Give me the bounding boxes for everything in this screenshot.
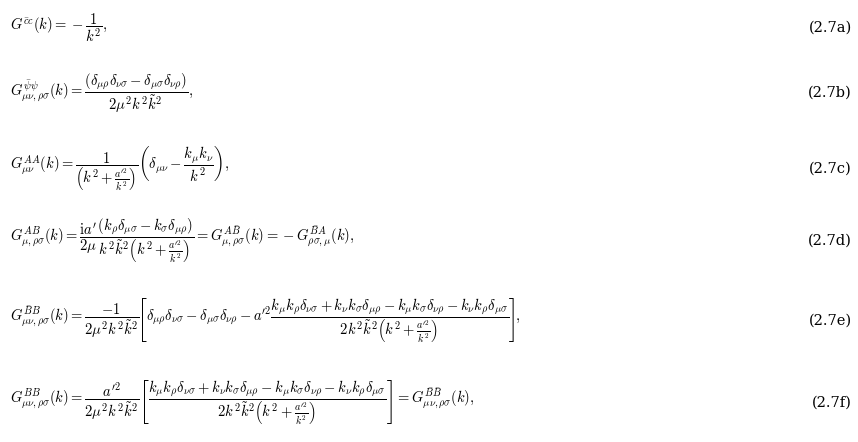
Text: $G^{AA}_{\mu\nu}(k) = \dfrac{1}{\left(k^2 + \frac{a^{\prime 2}}{k^2}\right)} \le: $G^{AA}_{\mu\nu}(k) = \dfrac{1}{\left(k^… (10, 145, 230, 193)
Text: $G^{AB}_{\mu,\rho\sigma}(k) = \dfrac{\mathrm{i}a^{\prime}}{2\mu} \dfrac{(k_\rho : $G^{AB}_{\mu,\rho\sigma}(k) = \dfrac{\ma… (10, 217, 355, 265)
Text: (2.7f): (2.7f) (813, 395, 852, 409)
Text: (2.7e): (2.7e) (809, 313, 852, 328)
Text: $G^{\bar{\psi}\psi}_{\mu\nu,\rho\sigma}(k) = \dfrac{(\delta_{\mu\rho}\delta_{\nu: $G^{\bar{\psi}\psi}_{\mu\nu,\rho\sigma}(… (10, 71, 194, 114)
Text: (2.7b): (2.7b) (808, 86, 852, 100)
Text: $G^{\bar{B}B}_{\mu\nu,\rho\sigma}(k) = \dfrac{-1}{2\mu^2 k^2 \tilde{k}^2} \!\lef: $G^{\bar{B}B}_{\mu\nu,\rho\sigma}(k) = \… (10, 296, 521, 345)
Text: (2.7a): (2.7a) (809, 20, 852, 34)
Text: (2.7c): (2.7c) (809, 162, 852, 176)
Text: $G^{BB}_{\mu\nu,\rho\sigma}(k) = \dfrac{a^{\prime 2}}{2\mu^2 k^2 \tilde{k}^2} \l: $G^{BB}_{\mu\nu,\rho\sigma}(k) = \dfrac{… (10, 378, 475, 427)
Text: (2.7d): (2.7d) (808, 234, 852, 248)
Text: $G^{\bar{c}c}(k) = -\dfrac{1}{k^2},$: $G^{\bar{c}c}(k) = -\dfrac{1}{k^2},$ (10, 11, 108, 44)
